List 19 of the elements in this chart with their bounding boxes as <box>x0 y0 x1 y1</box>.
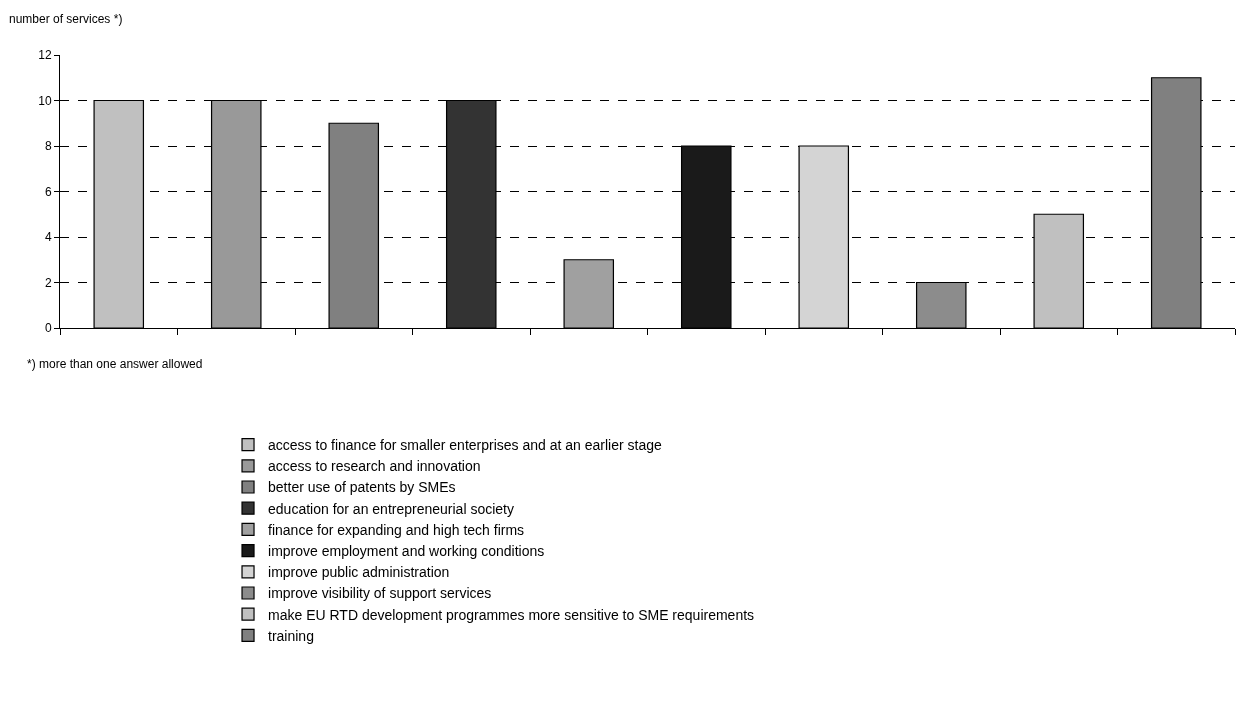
legend-label: improve visibility of support services <box>268 585 492 602</box>
legend-label: finance for expanding and high tech firms <box>268 521 525 538</box>
legend-label: improve public administration <box>268 564 450 581</box>
legend-label: access to finance for smaller enterprises and at an earlier stage <box>268 437 662 454</box>
y-axis-title: number of services *) <box>9 12 123 26</box>
text: *) more than one answer allowed <box>27 357 203 371</box>
y-tick-label: 4 <box>44 230 52 245</box>
legend-label: education for an entrepreneurial society <box>268 500 514 517</box>
y-tick-label: 8 <box>44 139 52 154</box>
legend-label: improve employment and working conditions <box>268 543 545 560</box>
legend-label: better use of patents by SMEs <box>268 479 456 496</box>
y-tick-label: 12 <box>38 48 52 63</box>
y-tick-label: 6 <box>44 184 52 199</box>
legend-label: make EU RTD development programmes more sensitive to SME requirements <box>268 606 755 623</box>
legend-label: access to research and innovation <box>268 458 481 475</box>
y-tick-label: 2 <box>44 275 52 290</box>
y-tick-label: 0 <box>44 321 52 336</box>
legend-label: training <box>268 627 314 644</box>
y-tick-label: 10 <box>38 93 52 108</box>
